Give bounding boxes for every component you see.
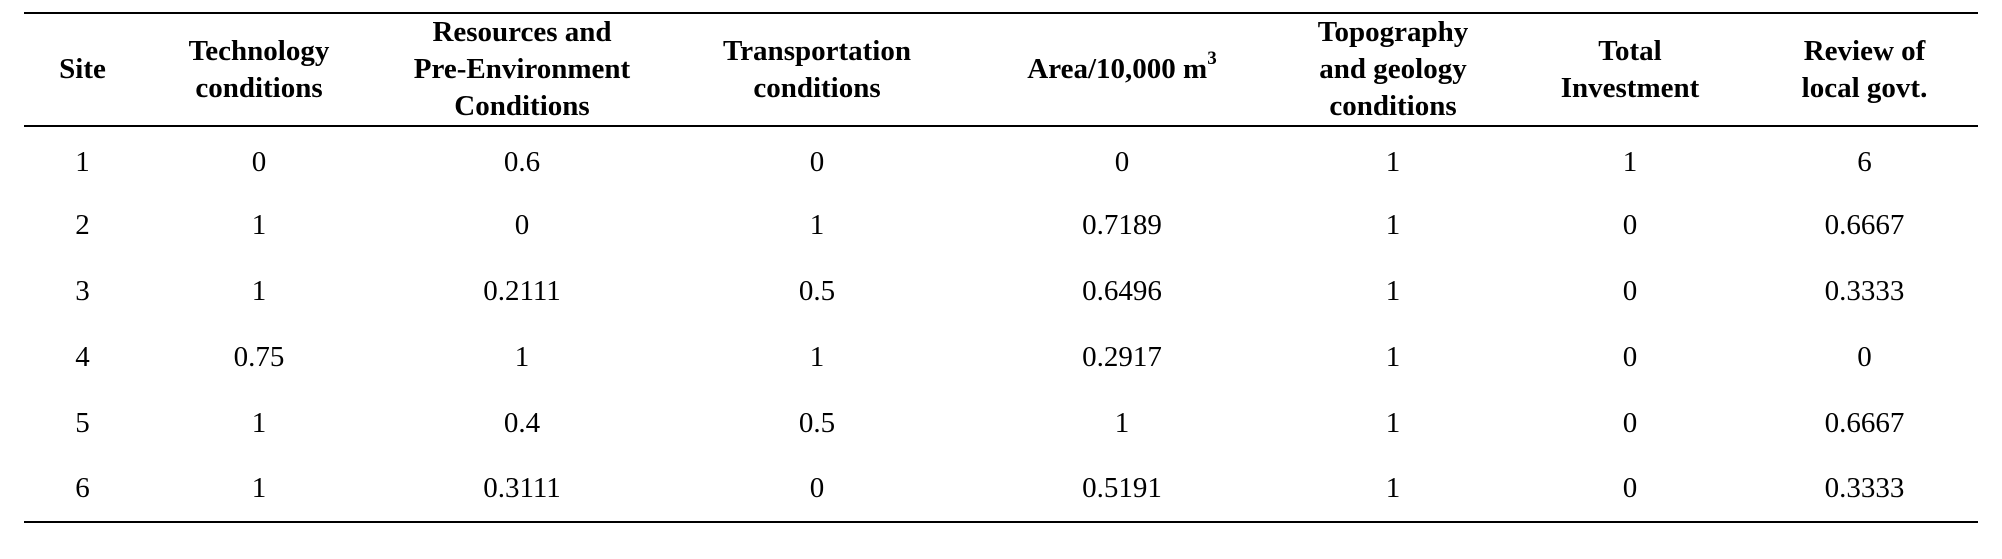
table-cell: 2 [75, 208, 90, 241]
table-cell: 0 [1622, 406, 1638, 439]
header-technology-conditions: Technology conditions [141, 12, 377, 127]
table-cell: 0.3111 [377, 456, 667, 523]
table-body: 1 0 0.6 0 0 1 1 6 2 1 0 1 0.7189 1 0 0.6… [24, 126, 1978, 523]
table-row: 6 1 0.3111 0 0.5191 1 0 0.3333 [24, 456, 1978, 523]
table-cell: 0.5 [798, 274, 836, 307]
table-cell: 0.75 [233, 340, 285, 373]
table-cell: 0.6496 [1082, 274, 1162, 307]
table-row: 3 1 0.2111 0.5 0.6496 1 0 0.3333 [24, 258, 1978, 324]
header-line: Review of [1803, 34, 1926, 67]
table-cell: 1 [1385, 340, 1401, 373]
header-line: Site [59, 53, 106, 85]
table-row: 5 1 0.4 0.5 1 1 0 0.6667 [24, 390, 1978, 456]
header-resources-pre-environment: Resources and Pre-Environment Conditions [377, 12, 667, 127]
header-topography-geology: Topography and geology conditions [1277, 12, 1509, 127]
table-cell: 1 [75, 146, 90, 178]
header-line: local govt. [1801, 71, 1928, 104]
table-cell: 1 [1277, 456, 1509, 523]
table-cell: 0 [514, 208, 530, 241]
table-cell: 1 [1385, 274, 1401, 307]
table-cell: 1 [514, 340, 530, 373]
table-cell: 0 [1622, 274, 1638, 307]
header-line: conditions [195, 71, 323, 104]
table-cell: 0 [1509, 456, 1751, 523]
table-cell: 0.6667 [1824, 208, 1905, 241]
table-cell: 0.3333 [1751, 456, 1978, 523]
table-cell: 0 [1857, 340, 1872, 373]
table-cell: 6 [24, 456, 141, 523]
table-cell: 0 [667, 456, 967, 523]
header-total-investment: Total Investment [1509, 12, 1751, 127]
table-cell: 1 [1622, 146, 1638, 178]
table-cell: 0 [251, 146, 267, 178]
header-line: Technology [188, 34, 330, 67]
header-line: Topography [1317, 16, 1469, 48]
header-line: Resources and [432, 16, 612, 48]
table-cell: 0.4 [503, 406, 541, 439]
header-line: Conditions [454, 90, 590, 122]
table-cell: 1 [141, 456, 377, 523]
table-cell: 0.2111 [483, 274, 561, 307]
header-line: Area/10,000 m3 [971, 48, 1273, 88]
table-cell: 4 [75, 340, 90, 373]
data-table: Site Technology conditions Resources and… [24, 12, 1978, 523]
table-row: 1 0 0.6 0 0 1 1 6 [24, 126, 1978, 192]
table-cell: 0.5191 [967, 456, 1277, 523]
table-cell: 6 [1857, 146, 1872, 178]
header-line: conditions [1329, 90, 1457, 122]
table-cell: 0 [1622, 340, 1638, 373]
header-line: Investment [1560, 71, 1700, 104]
table-row: 4 0.75 1 1 0.2917 1 0 0 [24, 324, 1978, 390]
table-cell: 1 [1385, 406, 1401, 439]
header-area-superscript: 3 [1207, 48, 1217, 70]
table-cell: 0 [1114, 146, 1130, 178]
table-cell: 5 [75, 406, 90, 439]
header-row: Site Technology conditions Resources and… [24, 12, 1978, 127]
table-cell: 1 [251, 208, 267, 241]
header-site: Site [24, 12, 141, 127]
table-cell: 1 [1385, 146, 1401, 178]
table-cell: 0.3333 [1824, 274, 1905, 307]
table-cell: 0.5 [798, 406, 836, 439]
table-cell: 1 [251, 406, 267, 439]
header-line: and geology [1319, 53, 1467, 85]
header-review-local-govt: Review of local govt. [1751, 12, 1978, 127]
table-cell: 1 [809, 208, 825, 241]
table-cell: 0.7189 [1082, 208, 1162, 241]
table-cell: 0 [809, 146, 825, 178]
header-line: conditions [753, 71, 881, 104]
table-cell: 0.6 [503, 146, 541, 178]
table-cell: 1 [809, 340, 825, 373]
table-cell: 3 [75, 274, 90, 307]
header-area: Area/10,000 m3 [967, 12, 1277, 127]
header-area-text: Area/10,000 m [1027, 53, 1208, 85]
table-cell: 1 [1114, 406, 1130, 439]
table-cell: 1 [251, 274, 267, 307]
header-transportation-conditions: Transportation conditions [667, 12, 967, 127]
header-line: Transportation [723, 34, 911, 67]
header-line: Total [1598, 34, 1662, 67]
table-row: 2 1 0 1 0.7189 1 0 0.6667 [24, 192, 1978, 258]
header-line: Pre-Environment [413, 53, 631, 85]
table-cell: 0 [1622, 208, 1638, 241]
table-cell: 1 [1385, 208, 1401, 241]
table-header: Site Technology conditions Resources and… [24, 12, 1978, 127]
table-cell: 0.6667 [1824, 406, 1905, 439]
table-cell: 0.2917 [1082, 340, 1162, 373]
